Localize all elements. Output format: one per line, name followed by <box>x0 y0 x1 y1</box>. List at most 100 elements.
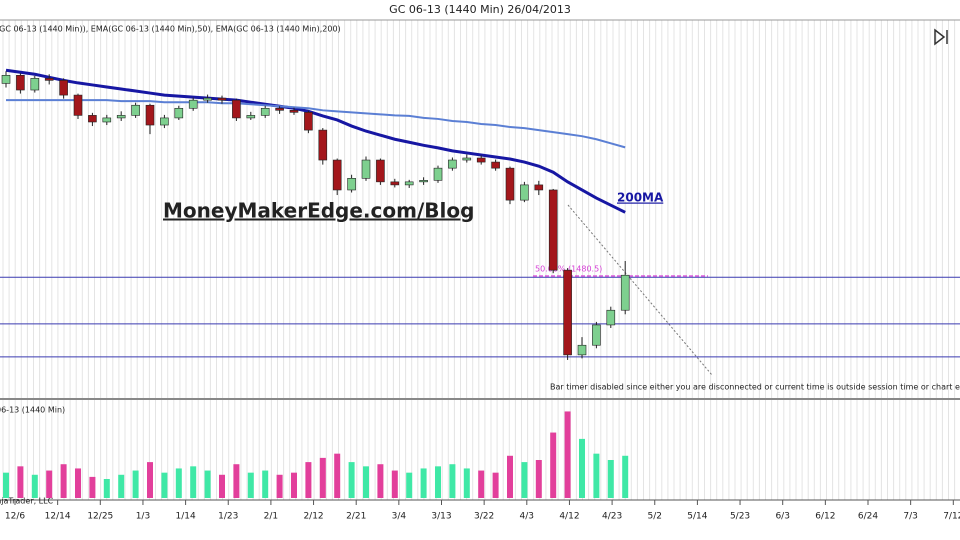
candle-body <box>433 167 443 181</box>
fib-label: 50.00% (1480.5) <box>535 264 602 273</box>
volume-bar <box>521 462 528 498</box>
volume-bar <box>219 474 225 498</box>
volume-bar <box>247 472 254 498</box>
x-tick-label: 2/12 <box>303 512 323 522</box>
volume-bar <box>420 468 427 498</box>
x-tick-label: 1/3 <box>136 512 150 522</box>
volume-bar <box>305 462 312 498</box>
volume-bar <box>233 464 240 498</box>
day-grid <box>2 20 956 500</box>
volume-bar <box>75 468 81 498</box>
end-icon[interactable] <box>934 28 948 46</box>
bar-timer-message: Bar timer disabled since either you are … <box>550 383 960 392</box>
volume-bar <box>492 472 499 498</box>
candle-body <box>563 269 572 356</box>
volume-label: 06-13 (1440 Min) <box>0 406 65 415</box>
volume-bar <box>535 460 542 498</box>
candle-body <box>59 80 68 96</box>
candle-body <box>534 184 544 191</box>
play-icon[interactable] <box>934 28 946 46</box>
candle-body <box>246 115 256 119</box>
volume-bar <box>463 468 470 498</box>
volume-bar <box>3 472 9 498</box>
candle-body <box>318 129 328 161</box>
candle-body <box>88 115 97 123</box>
volume-bar <box>190 466 197 498</box>
volume-bar <box>478 470 485 498</box>
chart-title: GC 06-13 (1440 Min) 26/04/2013 <box>389 3 571 16</box>
x-tick-label: 5/2 <box>648 512 662 522</box>
ema-line <box>6 99 626 149</box>
candle-body <box>232 99 241 119</box>
ema-line <box>5 68 626 214</box>
candle-body <box>448 159 457 169</box>
volume-bar <box>377 464 384 498</box>
volume-bar <box>103 479 110 498</box>
candle-body <box>462 157 472 161</box>
x-tick-label: 1/23 <box>218 512 238 522</box>
trend-line <box>567 204 713 376</box>
candle-body <box>203 97 212 101</box>
candle-body <box>275 107 284 111</box>
volume-bar <box>319 457 326 498</box>
watermark: MoneyMakerEdge.com/Blog <box>163 199 474 223</box>
x-tick-label: 3/4 <box>392 512 407 522</box>
candle-body <box>174 107 184 119</box>
x-tick-label: 2/21 <box>346 512 366 522</box>
candle-body <box>73 94 83 116</box>
volume-bar <box>31 474 38 498</box>
volume-bar <box>363 466 369 498</box>
x-tick-label: 12/25 <box>87 512 113 522</box>
candle-body <box>476 157 486 163</box>
candle-body <box>304 112 313 131</box>
x-tick-label: 6/12 <box>815 512 835 522</box>
x-tick-label: 4/12 <box>559 512 579 522</box>
volume-bar <box>391 470 398 498</box>
candle-body <box>332 159 342 191</box>
x-tick-label: 7/3 <box>903 512 917 522</box>
candle-body <box>376 159 385 183</box>
indicator-legend: (GC 06-13 (1440 Min)), EMA(GC 06-13 (144… <box>0 25 341 34</box>
volume-bar <box>607 460 614 498</box>
x-tick-label: 12/6 <box>5 512 25 522</box>
x-tick-label: 12/14 <box>45 512 71 522</box>
candle-body <box>620 274 630 311</box>
volume-bar <box>276 474 283 498</box>
volume-bar <box>435 466 441 498</box>
candle-body <box>347 178 356 191</box>
volume-bar <box>550 432 557 498</box>
candle-body <box>102 117 112 123</box>
candle-body <box>131 104 140 116</box>
candle-body <box>1 75 11 84</box>
candle-body <box>592 324 601 346</box>
volume-bar <box>406 472 413 498</box>
candle-body <box>289 110 299 113</box>
x-tick-label: 1/14 <box>175 512 195 522</box>
candle-body <box>520 184 529 201</box>
ma-annotation: 200MA <box>617 191 664 205</box>
volume-bar <box>17 466 24 498</box>
volume-bar <box>204 470 211 498</box>
x-tick-label: 4/23 <box>602 512 622 522</box>
volume-bar <box>622 455 629 498</box>
candle-body <box>16 75 25 91</box>
volume-bar <box>291 472 297 498</box>
x-tick-label: 5/14 <box>687 512 707 522</box>
volume-bar <box>593 453 600 498</box>
candle-body <box>160 117 169 126</box>
volume-bar <box>334 453 341 498</box>
volume-bar <box>579 438 585 498</box>
candle-body <box>404 181 414 186</box>
volume-bar <box>118 474 125 498</box>
candle-body <box>30 78 40 91</box>
volume-bar <box>564 411 571 498</box>
candle-body <box>44 78 54 81</box>
x-tick-label: 6/24 <box>858 512 878 522</box>
volume-bar <box>132 470 139 498</box>
x-tick-label: 3/22 <box>474 512 494 522</box>
volume-bar <box>46 470 53 498</box>
x-tick-label: 3/13 <box>431 512 451 522</box>
x-tick-label: 6/3 <box>775 512 789 522</box>
